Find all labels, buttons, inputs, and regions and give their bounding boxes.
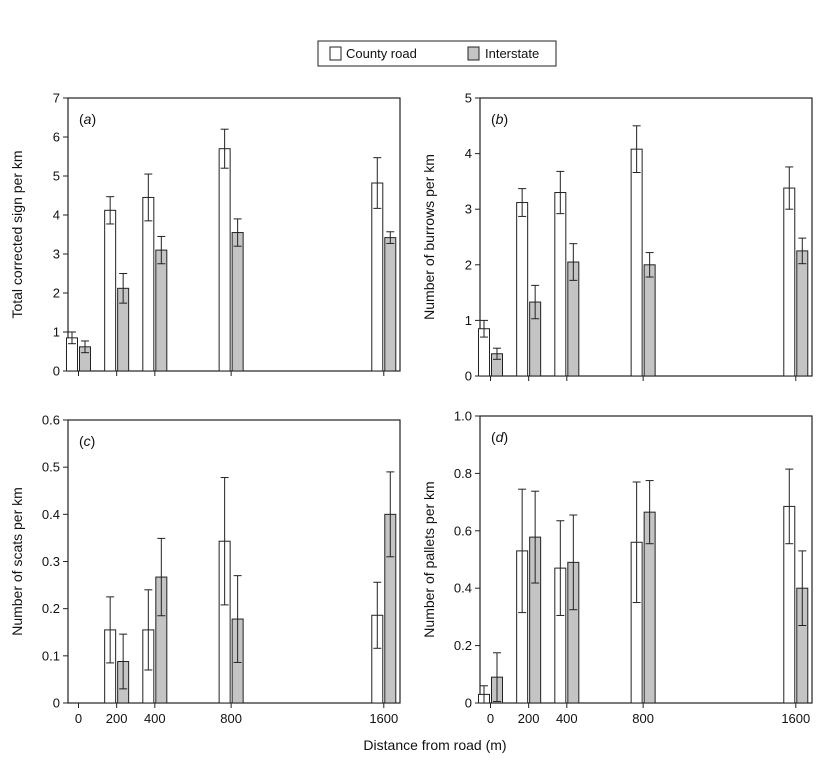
- y-tick-label: 2: [465, 257, 472, 272]
- panel-c: 0 0.1 0.2 0.3 0.4 0.5 0.6 0 200 400 800 1600 (c) Numb…: [9, 413, 401, 726]
- shared-x-axis-title: Distance from road (m): [363, 737, 506, 753]
- y-tick-label: 1: [465, 313, 472, 328]
- bar-interstate: [155, 249, 168, 372]
- x-tick-label: 0: [487, 711, 494, 726]
- y-tick-label: 0.3: [42, 554, 60, 569]
- bar-county-road: [371, 182, 384, 372]
- y-tick-label: 4: [53, 208, 60, 223]
- bar-county-road: [783, 187, 796, 377]
- y-tick-label: 0.2: [454, 638, 472, 653]
- x-tick-label: 1600: [781, 711, 810, 726]
- legend-swatch-interstate: [467, 46, 480, 61]
- y-tick-label: 1.0: [454, 409, 472, 424]
- y-tick-label: 4: [465, 146, 472, 161]
- y-tick-label: 0.5: [42, 460, 60, 475]
- y-tick-label: 0: [53, 696, 60, 711]
- bar-county-road: [516, 202, 529, 377]
- x-tick-label: 800: [220, 711, 242, 726]
- x-tick-label: 800: [632, 711, 654, 726]
- y-tick-label: 0: [465, 696, 472, 711]
- y-tick-label: 0: [53, 364, 60, 379]
- bar-interstate: [796, 250, 809, 377]
- legend: County road Interstate: [317, 40, 557, 67]
- legend-label-interstate: Interstate: [485, 46, 539, 61]
- bar-interstate: [643, 264, 656, 377]
- panel-label: (c): [79, 433, 95, 449]
- bar-county-road: [142, 196, 155, 372]
- y-tick-label: 0.1: [42, 648, 60, 663]
- panel-b: 0 1 2 3 4 5 (b) Number of burrows per km: [421, 91, 813, 384]
- y-tick-label: 1: [53, 325, 60, 340]
- y-axis-title: Number of pallets per km: [421, 481, 437, 637]
- y-tick-label: 6: [53, 130, 60, 145]
- panel-a: 0 1 2 3 4 5 6 7 (a) Total corrected sign per km: [9, 91, 401, 379]
- bar-interstate: [384, 237, 397, 372]
- x-tick-label: 400: [144, 711, 166, 726]
- y-tick-label: 0.4: [42, 507, 60, 522]
- legend-frame: [317, 40, 557, 67]
- panel-label: (d): [491, 429, 508, 445]
- bar-county-road: [554, 192, 567, 377]
- panel-label: (a): [79, 111, 96, 127]
- y-tick-label: 5: [465, 91, 472, 106]
- y-tick-label: 0: [465, 369, 472, 384]
- y-tick-label: 3: [53, 247, 60, 262]
- y-tick-label: 2: [53, 286, 60, 301]
- y-tick-label: 0.6: [454, 523, 472, 538]
- y-tick-label: 0.2: [42, 601, 60, 616]
- y-tick-label: 0.6: [42, 413, 60, 428]
- y-tick-label: 5: [53, 169, 60, 184]
- y-tick-label: 3: [465, 202, 472, 217]
- y-tick-label: 7: [53, 91, 60, 106]
- bar-interstate: [231, 232, 244, 372]
- x-tick-label: 200: [518, 711, 540, 726]
- panel-label: (b): [491, 111, 508, 127]
- panels: 0 1 2 3 4 5 6 7 (a) Total corrected sign per km 0 1…: [9, 91, 813, 726]
- y-tick-label: 0.8: [454, 466, 472, 481]
- legend-swatch-county-road: [329, 46, 342, 61]
- y-axis-title: Number of burrows per km: [421, 154, 437, 320]
- legend-label-county-road: County road: [346, 46, 417, 61]
- x-tick-label: 400: [556, 711, 578, 726]
- x-tick-label: 0: [75, 711, 82, 726]
- panel-d: 0 0.2 0.4 0.6 0.8 1.0 0 200 400 800 1600 (d) Number …: [421, 409, 813, 726]
- y-axis-title: Total corrected sign per km: [9, 150, 25, 318]
- x-tick-label: 1600: [369, 711, 398, 726]
- bar-county-road: [104, 209, 117, 372]
- bar-county-road: [630, 148, 643, 377]
- x-tick-label: 200: [106, 711, 128, 726]
- y-axis-title: Number of scats per km: [9, 487, 25, 636]
- y-tick-label: 0.4: [454, 581, 472, 596]
- bar-county-road: [218, 148, 231, 372]
